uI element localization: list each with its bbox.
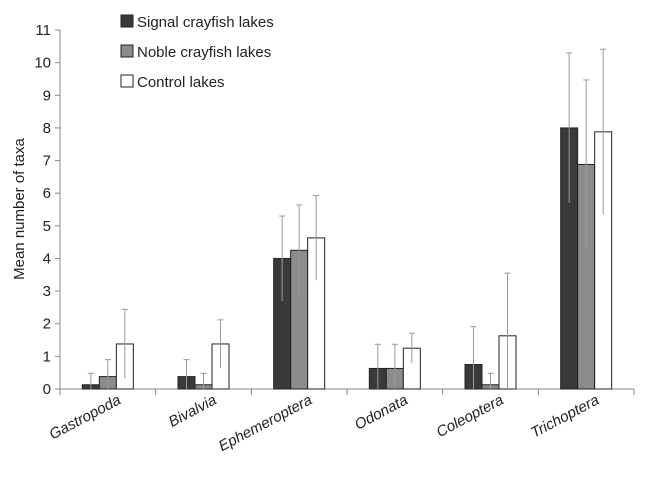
legend-label: Noble crayfish lakes — [137, 44, 271, 61]
legend-swatch — [120, 74, 134, 88]
y-tick-label: 4 — [43, 250, 51, 267]
y-tick-label: 0 — [43, 381, 51, 398]
legend-label: Control lakes — [137, 74, 225, 91]
x-tick-label: Bivalvia — [166, 392, 220, 431]
legend-swatch — [120, 44, 134, 58]
y-tick-label: 11 — [35, 22, 51, 39]
y-axis-title: Mean number of taxa — [11, 137, 28, 279]
x-tick-label: Gastropoda — [47, 392, 124, 444]
y-tick-label: 7 — [43, 153, 51, 170]
y-tick-label: 8 — [43, 120, 51, 137]
x-tick-label: Coleoptera — [434, 392, 507, 441]
y-tick-label: 1 — [43, 348, 51, 365]
y-tick-label: 3 — [43, 283, 51, 300]
x-tick-label: Trichoptera — [528, 392, 602, 442]
y-tick-label: 5 — [43, 218, 51, 235]
x-tick-label: Ephemeroptera — [216, 392, 315, 456]
y-tick-label: 10 — [34, 55, 51, 72]
x-tick-label: Odonata — [352, 392, 411, 434]
legend: Signal crayfish lakes Noble crayfish lake… — [120, 14, 274, 91]
legend-label: Signal crayfish lakes — [137, 14, 274, 31]
y-tick-label: 9 — [43, 87, 51, 104]
y-tick-label: 2 — [43, 316, 51, 333]
y-tick-label: 6 — [43, 185, 51, 202]
legend-swatch — [120, 14, 134, 28]
